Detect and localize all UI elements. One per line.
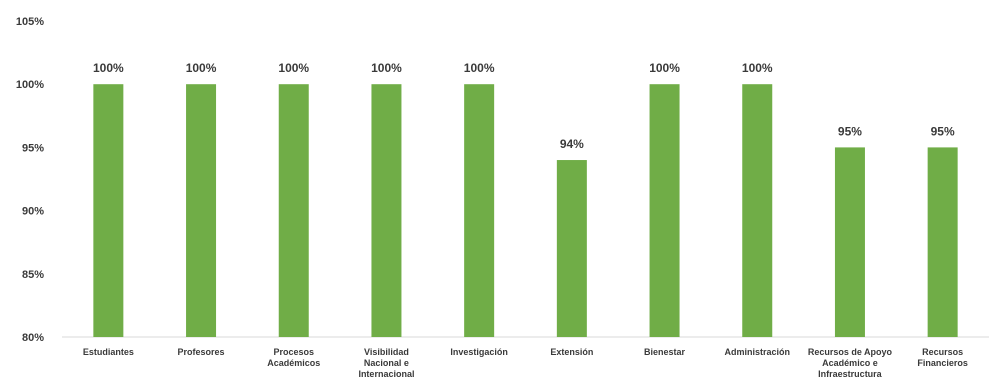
y-tick-label: 95%: [22, 142, 44, 154]
data-label: 100%: [649, 61, 680, 75]
data-label: 100%: [742, 61, 773, 75]
data-label: 95%: [931, 124, 955, 138]
x-tick-label: Procesos Académicos: [267, 347, 320, 368]
bar: [278, 84, 309, 337]
y-tick-label: 80%: [22, 332, 44, 344]
y-tick-label: 105%: [16, 16, 44, 28]
bar: [556, 160, 587, 337]
category-labels-group: Estudiantes Profesores Procesos Académicos V…: [83, 347, 968, 379]
data-label: 100%: [278, 61, 309, 75]
bar: [186, 84, 217, 337]
bar: [464, 84, 495, 337]
bar: [834, 147, 865, 337]
bar: [927, 147, 958, 337]
x-tick-label: Recursos Financieros: [917, 347, 968, 368]
bars-group: [93, 84, 958, 337]
data-label: 100%: [186, 61, 217, 75]
bar: [371, 84, 402, 337]
x-tick-label: Profesores: [178, 347, 225, 357]
x-tick-label: Bienestar: [644, 347, 686, 357]
x-tick-label: Extensión: [550, 347, 593, 357]
x-tick-label: Visibilidad Nacional e Internacional: [358, 347, 414, 379]
data-label: 94%: [560, 137, 584, 151]
data-label: 100%: [371, 61, 402, 75]
bar: [649, 84, 680, 337]
x-tick-label: Recursos de Apoyo Académico e Infraestruct…: [808, 347, 893, 379]
bar: [93, 84, 124, 337]
data-label: 100%: [464, 61, 495, 75]
data-label: 100%: [93, 61, 124, 75]
y-tick-label: 85%: [22, 269, 44, 281]
x-tick-label: Investigación: [450, 347, 508, 357]
bar: [742, 84, 773, 337]
data-labels-group: 100% 100% 100% 100% 100% 94% 100% 100% 95% 95%: [93, 61, 955, 151]
x-tick-label: Administración: [724, 347, 790, 357]
y-axis-ticks: 80% 85% 90% 95% 100% 105%: [16, 16, 44, 344]
y-tick-label: 90%: [22, 206, 44, 218]
x-tick-label: Estudiantes: [83, 347, 134, 357]
y-tick-label: 100%: [16, 79, 44, 91]
data-label: 95%: [838, 124, 862, 138]
